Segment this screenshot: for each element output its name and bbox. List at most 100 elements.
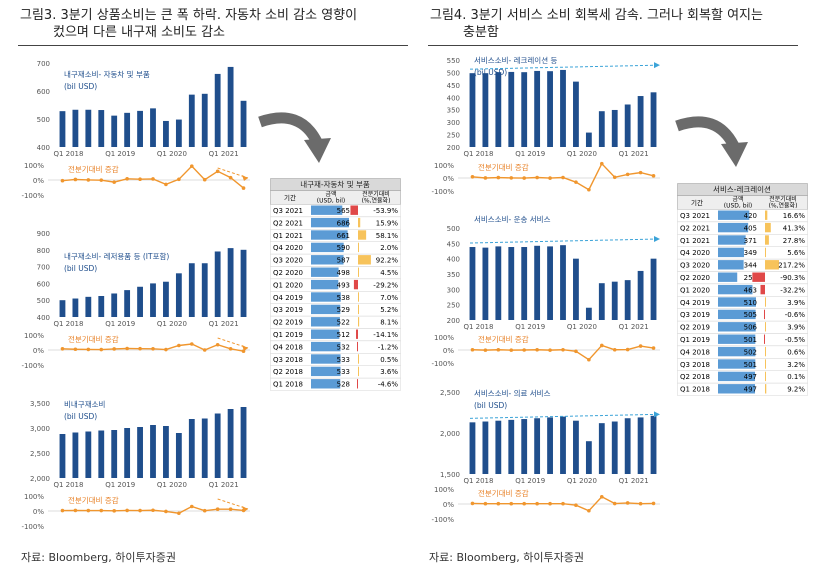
change-point bbox=[112, 180, 116, 184]
table-change-bar bbox=[358, 267, 359, 277]
y-tick-label: 250 bbox=[447, 132, 460, 140]
change-tick-label: 0% bbox=[443, 347, 454, 355]
table-change-bar bbox=[764, 334, 765, 344]
table-value: 565 bbox=[337, 207, 350, 215]
figure4-title-line2: 충분함 bbox=[463, 25, 499, 40]
bar bbox=[214, 413, 221, 478]
table-header-change: 전분기대비 bbox=[362, 190, 390, 198]
table-value: 522 bbox=[337, 319, 350, 327]
bar bbox=[201, 93, 208, 147]
table-value: 661 bbox=[337, 232, 350, 240]
table-period: Q2 2018 bbox=[273, 368, 303, 376]
figure3-title-line2: 컸으며 다른 내구재 소비도 감소 bbox=[53, 25, 226, 40]
table-header-change: 전분기대비 bbox=[769, 195, 797, 203]
table-period: Q2 2020 bbox=[273, 269, 303, 277]
table-header-amount: 금액 bbox=[325, 191, 336, 198]
table-change: 15.9% bbox=[376, 219, 399, 227]
change-point bbox=[574, 503, 578, 507]
table-value-bar bbox=[718, 272, 738, 282]
table-change-bar bbox=[350, 205, 358, 215]
table-value: 420 bbox=[744, 212, 757, 220]
x-tick-label: Q1 2018 bbox=[53, 320, 83, 328]
table-change-bar bbox=[358, 242, 359, 253]
bar bbox=[560, 245, 566, 320]
change-point bbox=[241, 186, 246, 190]
table-value: 532 bbox=[337, 343, 350, 351]
change-point bbox=[587, 187, 591, 192]
table-value: 344 bbox=[744, 262, 758, 270]
change-point bbox=[177, 511, 181, 516]
y-tick-label: 300 bbox=[447, 119, 460, 127]
x-tick-label: Q1 2020 bbox=[567, 150, 597, 158]
y-tick-label: 350 bbox=[447, 271, 460, 279]
bar bbox=[240, 407, 247, 478]
change-point bbox=[561, 501, 565, 506]
series-label: 서비스소비- 의료 서비스 bbox=[474, 388, 551, 398]
y-tick-label: 200 bbox=[447, 144, 460, 152]
x-tick-label: Q1 2018 bbox=[463, 477, 493, 485]
change-label: 전분기대비 증감 bbox=[68, 495, 119, 505]
change-point bbox=[651, 346, 656, 350]
bar bbox=[72, 109, 79, 147]
bar bbox=[227, 409, 234, 478]
x-tick-label: Q1 2021 bbox=[209, 150, 239, 158]
table-period: Q3 2018 bbox=[273, 356, 303, 364]
change-point bbox=[612, 501, 617, 506]
change-label: 전분기대비 증감 bbox=[68, 334, 119, 344]
change-point bbox=[651, 501, 656, 506]
bar bbox=[227, 248, 234, 317]
bar bbox=[85, 296, 92, 317]
table-change: -32.2% bbox=[780, 286, 805, 294]
bar bbox=[124, 290, 131, 317]
table-value-bar bbox=[311, 255, 344, 265]
table-change: -53.9% bbox=[373, 207, 398, 215]
x-tick-label: Q1 2018 bbox=[463, 323, 493, 331]
table-change: 5.6% bbox=[787, 249, 805, 257]
table-period: Q3 2020 bbox=[680, 262, 710, 270]
change-tick-label: 0% bbox=[33, 177, 44, 185]
change-point bbox=[138, 346, 142, 351]
trend-arrow bbox=[469, 413, 659, 419]
table-value-bar bbox=[311, 205, 343, 215]
trend-arrow-head bbox=[242, 345, 248, 351]
bar bbox=[495, 420, 502, 474]
table-value: 493 bbox=[337, 281, 350, 289]
bar bbox=[637, 270, 644, 320]
table-period: Q1 2019 bbox=[273, 331, 303, 339]
y-tick-label: 450 bbox=[447, 240, 460, 248]
change-point bbox=[638, 344, 643, 348]
bar bbox=[521, 247, 528, 320]
figure4-title-underline bbox=[428, 45, 798, 46]
table-value-bar bbox=[311, 292, 341, 302]
change-point bbox=[99, 347, 104, 352]
table-change-bar bbox=[752, 272, 765, 282]
bar bbox=[585, 307, 592, 320]
table-value: 502 bbox=[744, 348, 757, 356]
table-value: 501 bbox=[744, 336, 757, 344]
table-header-period: 기간 bbox=[691, 198, 703, 207]
figure4-source: 자료: Bloomberg, 하이투자증권 bbox=[429, 551, 584, 564]
table-change-bar bbox=[358, 366, 359, 377]
x-tick-label: Q1 2018 bbox=[53, 150, 83, 158]
table-change-bar bbox=[356, 329, 358, 339]
table-period: Q4 2018 bbox=[273, 343, 303, 351]
x-tick-label: Q1 2019 bbox=[515, 150, 545, 158]
change-label: 전분기대비 증감 bbox=[478, 488, 529, 498]
table-value-bar bbox=[311, 317, 340, 327]
table-change: -29.2% bbox=[373, 281, 398, 289]
trend-arrow bbox=[469, 238, 659, 244]
table-change-bar bbox=[765, 235, 769, 245]
bar bbox=[469, 422, 476, 474]
bar bbox=[111, 293, 118, 317]
bar bbox=[534, 418, 541, 474]
table-change-bar bbox=[358, 304, 359, 315]
table-value: 497 bbox=[744, 373, 757, 381]
bar bbox=[98, 110, 105, 147]
trend-arrow-head bbox=[242, 506, 248, 512]
series-label: 비내구재소비 bbox=[64, 400, 105, 409]
change-point bbox=[625, 347, 630, 352]
table-value: 533 bbox=[337, 368, 350, 376]
table-value-bar bbox=[311, 242, 344, 253]
table-value: 529 bbox=[337, 306, 350, 314]
table-change-bar bbox=[765, 222, 771, 233]
